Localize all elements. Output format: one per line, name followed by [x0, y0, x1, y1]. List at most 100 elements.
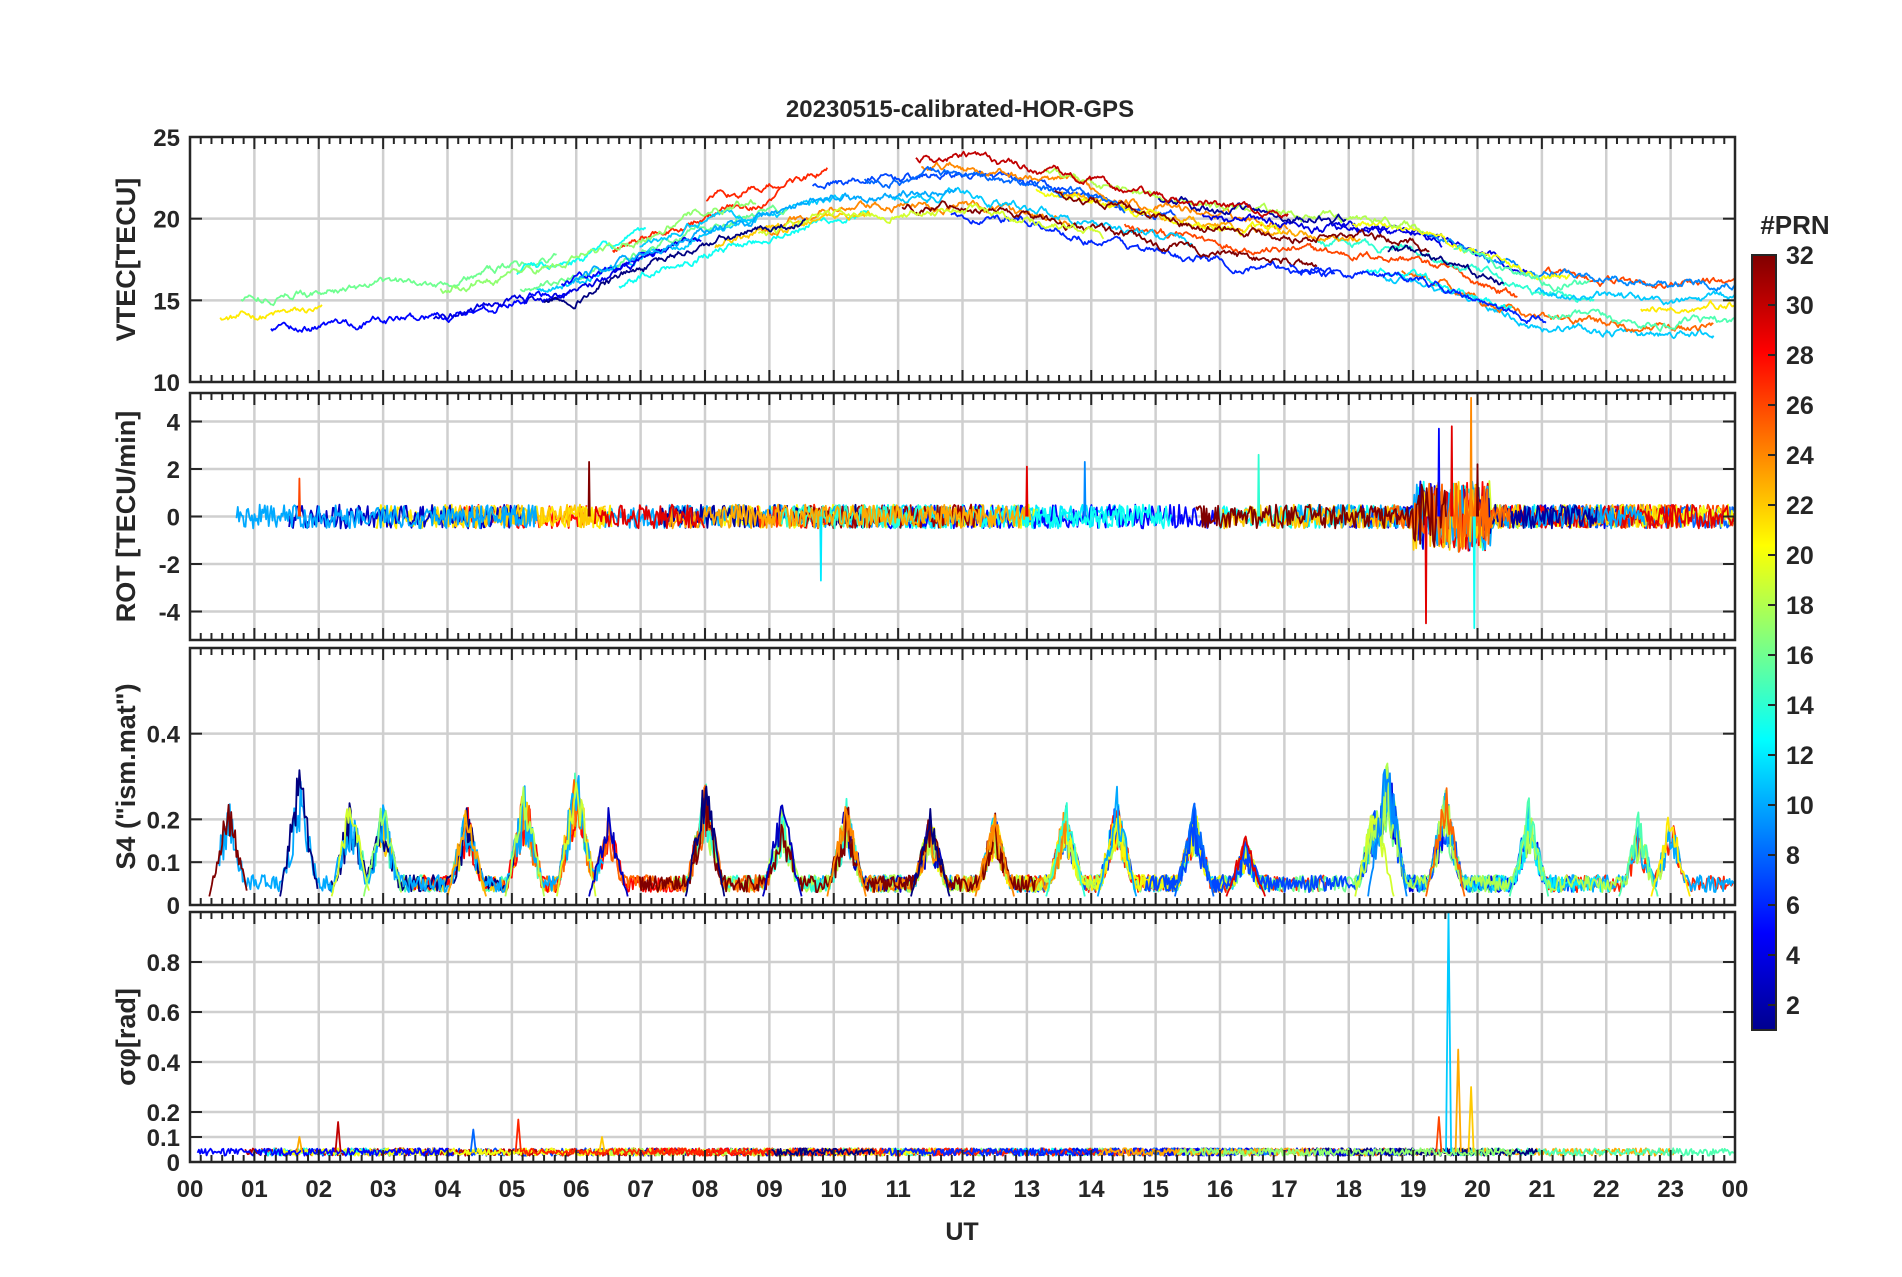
- colorbar-tick-label: 12: [1786, 742, 1814, 770]
- colorbar-tick-label: 26: [1786, 392, 1814, 420]
- x-tick-label: 00: [1722, 1176, 1749, 1203]
- y-tick-label: 15: [153, 288, 180, 315]
- colorbar-tick-label: 4: [1786, 942, 1800, 970]
- panel-vtec: 10 15 20 25 VTEC[TECU]: [111, 125, 1737, 397]
- prn-arc: [826, 806, 867, 897]
- x-tick-label: 17: [1271, 1176, 1298, 1203]
- y-tick-label: 20: [153, 207, 180, 234]
- prn-arc: [1083, 461, 1087, 517]
- x-tick-label: 19: [1400, 1176, 1427, 1203]
- prn-arc: [1382, 275, 1715, 340]
- x-tick-label: 15: [1142, 1176, 1169, 1203]
- chart-title: 20230515-calibrated-HOR-GPS: [786, 96, 1134, 123]
- prn-arc: [762, 804, 803, 897]
- prn-arc: [446, 809, 487, 897]
- prn-arc: [950, 212, 1336, 278]
- prn-arc: [1424, 516, 1428, 625]
- x-tick-label: 23: [1657, 1176, 1684, 1203]
- x-tick-label: 07: [627, 1176, 654, 1203]
- prn-arc: [1445, 912, 1452, 1153]
- prn-arc: [1174, 803, 1215, 897]
- x-tick-label: 04: [434, 1176, 461, 1203]
- x-tick-label: 12: [949, 1176, 976, 1203]
- prn-arc: [593, 503, 706, 530]
- colorbar-tick-label: 32: [1786, 242, 1814, 270]
- prn-arc: [760, 199, 1071, 236]
- colorbar-tick-label: 28: [1786, 342, 1814, 370]
- y-tick-label: 2: [167, 457, 180, 484]
- prn-arc: [1054, 189, 1430, 253]
- prn-arc: [1467, 1086, 1475, 1153]
- y-tick-label: 0.4: [147, 722, 181, 749]
- x-tick-label: 21: [1529, 1176, 1556, 1203]
- prn-arc: [618, 209, 870, 289]
- prn-arc: [196, 1147, 454, 1157]
- colorbar-tick-label: 8: [1786, 842, 1800, 870]
- prn-arc: [1367, 768, 1408, 897]
- prn-arc: [1476, 463, 1479, 517]
- prn-arc: [1473, 489, 1598, 534]
- prn-arc: [279, 769, 319, 897]
- x-tick-label: 22: [1593, 1176, 1620, 1203]
- prn-arc: [915, 150, 1289, 219]
- colorbar-label: #PRN: [1760, 210, 1829, 240]
- prn-arc: [1288, 263, 1547, 325]
- prn-arc: [1025, 465, 1029, 517]
- prn-arc: [1453, 245, 1591, 293]
- prn-arc: [811, 170, 1177, 221]
- y-tick-label: 0.4: [147, 1050, 181, 1077]
- prn-arc: [1257, 453, 1261, 517]
- prn-arc: [556, 782, 597, 897]
- prn-arc: [639, 208, 756, 248]
- prn-arc: [819, 516, 823, 582]
- colorbar-gradient: [1751, 254, 1777, 1031]
- plot-frame: [188, 646, 1737, 907]
- prn-arc: [1508, 797, 1550, 897]
- prn-arc: [270, 290, 570, 333]
- panel-sigma_phi: 00.10.2 0.4 0.6 0.8σφ[rad]: [111, 910, 1737, 1177]
- prn-arc: [439, 199, 757, 294]
- prn-arc: [974, 814, 1015, 897]
- colorbar-tick-label: 6: [1786, 892, 1800, 920]
- prn-arc: [1425, 787, 1466, 897]
- prn-arc: [1437, 427, 1441, 517]
- prn-arc: [1225, 835, 1266, 897]
- y-tick-label: 10: [153, 370, 180, 397]
- prn-arc: [1353, 762, 1666, 893]
- y-tick-label: 25: [153, 125, 180, 152]
- y-tick-label: 0: [167, 1150, 180, 1177]
- prn-arc: [880, 1147, 1215, 1157]
- x-tick-label: 11: [885, 1176, 910, 1203]
- prn-arc: [516, 227, 647, 275]
- y-axis-label: VTEC[TECU]: [111, 178, 141, 342]
- prn-arc: [757, 202, 1105, 240]
- plot-frame: [188, 391, 1737, 642]
- prn-arc: [1045, 802, 1086, 897]
- prn-arc: [543, 218, 807, 310]
- x-tick-label: 02: [305, 1176, 332, 1203]
- x-tick-label: 00: [177, 1176, 204, 1203]
- prn-arc: [296, 1136, 303, 1153]
- y-tick-label: 0.6: [147, 1000, 180, 1027]
- panel-s4: 0 0.1 0.2 0.4S4 ("ism.mat"): [111, 646, 1737, 920]
- prn-arc: [334, 1121, 342, 1153]
- prn-arc: [891, 186, 1193, 247]
- y-tick-label: 0.1: [147, 1125, 180, 1152]
- prn-arc: [1534, 287, 1735, 306]
- plot-frame: [188, 910, 1737, 1164]
- x-tick-label: 06: [563, 1176, 590, 1203]
- prn-arc: [1640, 300, 1735, 314]
- prn-arc: [208, 803, 248, 897]
- prn-arc: [1195, 483, 1447, 548]
- prn-arc: [519, 204, 788, 293]
- prn-arc: [240, 252, 557, 307]
- x-tick-label: 09: [756, 1176, 783, 1203]
- prn-arc: [235, 503, 538, 530]
- x-tick-label: 14: [1078, 1176, 1105, 1203]
- y-tick-label: 4: [167, 410, 181, 437]
- prn-arc: [1387, 244, 1505, 286]
- prn-arc: [572, 187, 957, 283]
